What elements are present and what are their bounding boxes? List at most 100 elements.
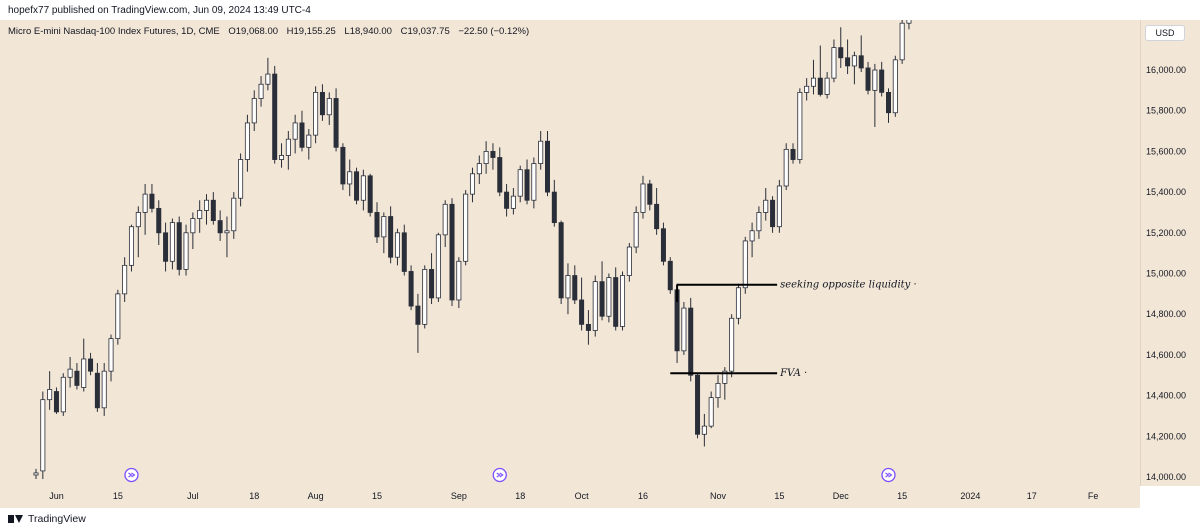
close-value: C19,037.75	[400, 26, 450, 37]
candle-down	[790, 148, 796, 160]
candle-up	[851, 55, 857, 67]
candle-down	[374, 212, 380, 238]
candle-up	[776, 185, 782, 228]
price-axis[interactable]	[1140, 20, 1200, 486]
candle-down	[149, 193, 155, 209]
candle-down	[94, 372, 100, 409]
candle-up	[197, 210, 203, 219]
candle-up	[531, 163, 537, 201]
symbol-legend: Micro E-mini Nasdaq-100 Index Futures, 1…	[8, 26, 529, 37]
x-tick-label: 18	[249, 491, 259, 501]
candle-up	[456, 260, 462, 301]
currency-badge[interactable]: USD	[1145, 25, 1185, 41]
publisher-bar	[0, 0, 1200, 20]
low-value: L18,940.00	[344, 26, 392, 37]
candle-up	[763, 199, 769, 213]
candle-down	[667, 260, 673, 291]
candle-down	[490, 150, 496, 158]
candle-down	[408, 271, 414, 307]
candle-down	[340, 146, 346, 185]
candle-down	[367, 175, 373, 213]
candle-up	[169, 222, 175, 262]
candle-up	[810, 77, 816, 87]
candle-down	[524, 169, 530, 201]
x-tick-label: Sep	[451, 491, 467, 501]
candle-up	[135, 212, 141, 228]
x-tick-label: 2024	[960, 491, 980, 501]
candle-up	[824, 77, 830, 95]
candle-up	[620, 275, 626, 327]
candle-up	[81, 358, 87, 388]
candle-down	[497, 157, 503, 193]
candle-up	[592, 281, 598, 331]
candle-up	[538, 140, 544, 165]
event-arrow-glyph	[496, 472, 504, 478]
candle-down	[879, 69, 885, 93]
candle-down	[176, 222, 182, 270]
candle-up	[715, 382, 721, 399]
candle-up	[626, 246, 632, 276]
candle-up	[265, 73, 271, 85]
candle-down	[401, 232, 407, 272]
candle-up	[510, 195, 516, 209]
open-value: O19,068.00	[228, 26, 279, 37]
candle-up	[115, 293, 121, 340]
candle-down	[613, 277, 619, 327]
candle-down	[817, 77, 823, 95]
chart-plot-area[interactable]	[0, 20, 1140, 486]
candle-up	[729, 317, 735, 372]
candle-up	[742, 240, 748, 289]
x-tick-label: 15	[372, 491, 382, 501]
candle-up	[722, 370, 728, 384]
y-tick-label: 14,600.00	[1146, 350, 1186, 360]
candle-down	[558, 222, 564, 299]
candle-down	[210, 199, 216, 221]
candle-up	[892, 59, 898, 114]
candle-down	[858, 55, 864, 69]
change-value: −22.50 (−0.12%)	[458, 26, 530, 37]
candle-up	[251, 98, 257, 124]
candle-up	[326, 98, 332, 116]
candle-up	[33, 472, 39, 476]
fva-label: FVA ·	[779, 368, 807, 379]
candle-down	[695, 374, 701, 435]
candle-up	[435, 234, 441, 299]
candle-up	[258, 83, 264, 99]
candles-group	[33, 20, 912, 480]
candle-up	[708, 397, 714, 427]
candle-up	[756, 212, 762, 232]
x-tick-label: 16	[638, 491, 648, 501]
candle-up	[203, 199, 209, 211]
x-tick-label: Aug	[308, 491, 324, 501]
tradingview-logo[interactable]: TradingView	[8, 513, 86, 525]
candle-down	[217, 220, 223, 234]
candle-down	[845, 57, 851, 67]
candle-down	[647, 183, 653, 205]
candle-down	[415, 305, 421, 325]
candle-up	[476, 163, 482, 175]
candle-up	[60, 376, 66, 413]
publisher-text: hopefx77 published on TradingView.com, J…	[8, 5, 311, 16]
candle-down	[88, 358, 94, 372]
candle-down	[545, 140, 551, 193]
candle-down	[504, 191, 510, 209]
event-arrow-glyph	[885, 472, 893, 478]
x-tick-label: 15	[113, 491, 123, 501]
time-axis[interactable]	[0, 486, 1140, 508]
x-tick-label: Nov	[710, 491, 727, 501]
y-tick-label: 14,000.00	[1146, 472, 1186, 482]
candle-up	[231, 197, 237, 232]
candle-up	[224, 230, 230, 234]
x-tick-label: 15	[897, 491, 907, 501]
candle-up	[183, 232, 189, 270]
candle-up	[238, 159, 244, 199]
candle-up	[128, 226, 134, 266]
x-tick-label: Fe	[1088, 491, 1099, 501]
candle-up	[906, 20, 912, 24]
x-tick-label: 15	[774, 491, 784, 501]
candle-down	[886, 91, 892, 114]
y-tick-label: 15,400.00	[1146, 187, 1186, 197]
x-tick-label: 17	[1027, 491, 1037, 501]
candle-up	[190, 218, 196, 234]
candle-up	[40, 399, 46, 472]
